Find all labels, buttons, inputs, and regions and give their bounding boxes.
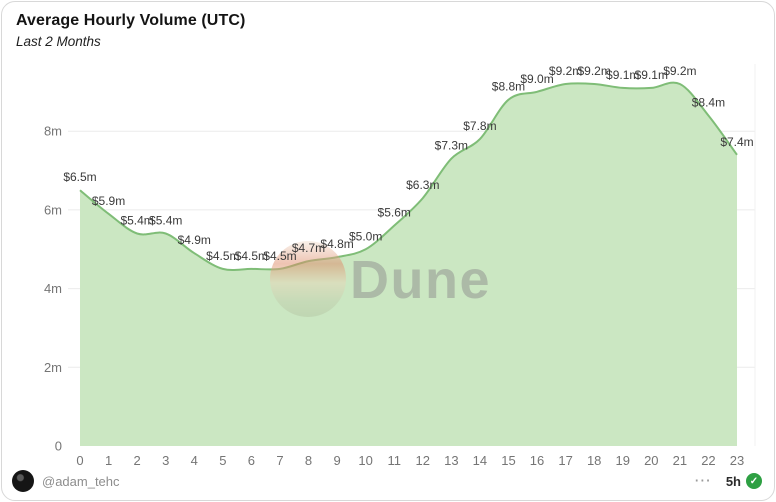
data-age-label: 5h <box>725 473 741 489</box>
svg-text:$4.7m: $4.7m <box>292 241 325 255</box>
more-options-button[interactable]: ⋯ <box>693 471 712 490</box>
svg-text:$4.8m: $4.8m <box>320 237 353 251</box>
dune-watermark: Dune <box>270 241 491 317</box>
svg-text:$7.3m: $7.3m <box>435 139 468 153</box>
svg-text:$9.1m: $9.1m <box>606 68 639 82</box>
svg-text:5: 5 <box>219 453 226 468</box>
svg-text:$5.4m: $5.4m <box>149 214 182 228</box>
svg-text:4: 4 <box>191 453 198 468</box>
svg-text:9: 9 <box>333 453 340 468</box>
author-block: @adam_tehc <box>12 470 120 492</box>
avatar <box>12 470 34 492</box>
svg-text:8m: 8m <box>44 124 62 139</box>
svg-text:$7.4m: $7.4m <box>720 135 753 149</box>
chart-subtitle: Last 2 Months <box>16 34 101 49</box>
svg-text:7: 7 <box>276 453 283 468</box>
svg-text:19: 19 <box>616 453 630 468</box>
svg-text:3: 3 <box>162 453 169 468</box>
freshness-check-icon: ✓ <box>746 473 762 489</box>
area-line <box>79 81 738 272</box>
svg-text:4m: 4m <box>44 281 62 296</box>
area-fill <box>80 82 737 446</box>
dune-watermark-text: Dune <box>350 250 491 310</box>
svg-text:0: 0 <box>76 453 83 468</box>
footer-bar: @adam_tehc ⋯ 5h ✓ <box>12 467 762 495</box>
svg-text:15: 15 <box>501 453 515 468</box>
svg-text:20: 20 <box>644 453 658 468</box>
svg-text:8: 8 <box>305 453 312 468</box>
svg-text:$9.1m: $9.1m <box>635 68 668 82</box>
svg-text:23: 23 <box>730 453 744 468</box>
chart-header: Average Hourly Volume (UTC) Last 2 Month… <box>16 12 245 49</box>
author-handle: @adam_tehc <box>42 473 120 489</box>
svg-text:$5.9m: $5.9m <box>92 194 125 208</box>
dune-logo-icon <box>270 241 346 317</box>
svg-text:16: 16 <box>530 453 544 468</box>
svg-text:$6.5m: $6.5m <box>63 170 96 184</box>
svg-text:1: 1 <box>105 453 112 468</box>
svg-text:12: 12 <box>416 453 430 468</box>
svg-text:$5.0m: $5.0m <box>349 229 382 243</box>
chart-title: Average Hourly Volume (UTC) <box>16 12 246 29</box>
svg-text:$9.2m: $9.2m <box>549 64 582 78</box>
svg-text:$7.8m: $7.8m <box>463 119 496 133</box>
svg-text:$5.6m: $5.6m <box>378 206 411 220</box>
svg-text:0: 0 <box>55 439 62 454</box>
svg-text:22: 22 <box>701 453 715 468</box>
point-labels: $6.5m$5.9m$5.4m$5.4m$4.9m$4.5m$4.5m$4.5m… <box>63 64 753 263</box>
svg-text:10: 10 <box>358 453 372 468</box>
svg-text:$9.2m: $9.2m <box>577 64 610 78</box>
svg-text:18: 18 <box>587 453 601 468</box>
svg-text:$5.4m: $5.4m <box>120 214 153 228</box>
svg-text:21: 21 <box>673 453 687 468</box>
svg-text:14: 14 <box>473 453 487 468</box>
svg-text:$4.9m: $4.9m <box>178 233 211 247</box>
svg-text:6m: 6m <box>44 202 62 217</box>
svg-text:2m: 2m <box>44 360 62 375</box>
svg-text:6: 6 <box>248 453 255 468</box>
svg-text:$9.2m: $9.2m <box>663 64 696 78</box>
svg-text:$6.3m: $6.3m <box>406 178 439 192</box>
svg-text:11: 11 <box>387 453 401 468</box>
svg-text:2: 2 <box>134 453 141 468</box>
svg-text:$9.0m: $9.0m <box>520 72 553 86</box>
svg-text:$8.4m: $8.4m <box>692 95 725 109</box>
footer-right: ⋯ 5h ✓ <box>693 471 762 490</box>
svg-text:13: 13 <box>444 453 458 468</box>
svg-text:$4.5m: $4.5m <box>206 249 239 263</box>
svg-text:$8.8m: $8.8m <box>492 80 525 94</box>
x-axis-labels: 0 1 2 3 4 5 6 7 8 9 10 11 12 13 14 15 16 17 18 19 20 21 22 23 <box>76 453 744 468</box>
svg-text:17: 17 <box>558 453 572 468</box>
svg-text:$4.5m: $4.5m <box>235 249 268 263</box>
y-axis-labels: 0 2m 4m 6m 8m <box>44 124 62 454</box>
svg-text:$4.5m: $4.5m <box>263 249 296 263</box>
